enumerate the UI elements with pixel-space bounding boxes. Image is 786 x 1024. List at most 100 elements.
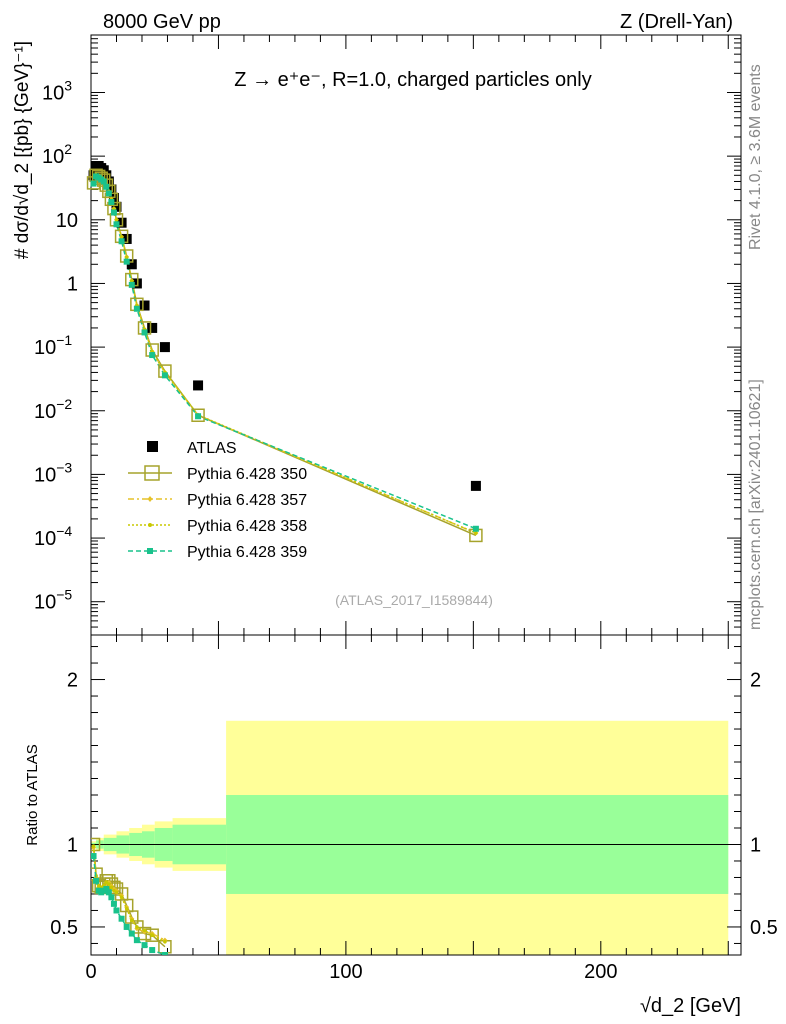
atlas-point bbox=[101, 170, 112, 181]
legend-entry-atlas: ATLAS bbox=[147, 440, 237, 457]
legend-label-atlas: ATLAS bbox=[187, 440, 237, 457]
atlas-point bbox=[139, 300, 150, 311]
ratio-y-ticks: 0.5 0.5 1 1 2 2 bbox=[50, 646, 778, 944]
p358-point bbox=[129, 279, 134, 283]
main-y-tick-label: 10−4 bbox=[34, 523, 72, 550]
p359-point bbox=[195, 413, 202, 420]
ratio-line-4 bbox=[92, 855, 166, 955]
ratio-p358-point bbox=[104, 880, 109, 885]
legend-label-357: Pythia 6.428 357 bbox=[187, 492, 307, 509]
p359-point bbox=[118, 238, 125, 245]
ratio-p359-point bbox=[103, 886, 110, 893]
main-y-tick-label: 10 bbox=[56, 210, 78, 232]
ratio-p359-point bbox=[149, 947, 156, 954]
ratio-p350-point bbox=[145, 928, 159, 942]
ratio-p359-point bbox=[91, 853, 97, 860]
main-y-tick-label: 10−2 bbox=[34, 396, 72, 423]
ratio-p358-point bbox=[107, 882, 111, 886]
p359-point bbox=[103, 183, 110, 190]
atlas-point bbox=[103, 176, 114, 187]
legend-marker-359 bbox=[147, 548, 153, 554]
p359-point bbox=[161, 372, 168, 379]
ratio-p359-point bbox=[123, 923, 130, 930]
p359-point bbox=[108, 199, 115, 206]
ratio-p358-point bbox=[135, 925, 139, 929]
header-right: Z (Drell-Yan) bbox=[620, 11, 733, 33]
main-y-tick-label: 1 bbox=[67, 273, 78, 295]
rivet-version-label: Rivet 4.1.0, ≥ 3.6M events bbox=[747, 64, 764, 250]
ratio-p358-point bbox=[112, 888, 116, 893]
legend-label-358: Pythia 6.428 358 bbox=[187, 518, 307, 535]
x-axis-label: √d_2 [GeV] bbox=[640, 995, 741, 1017]
ratio-p359-point bbox=[110, 900, 117, 907]
legend-entry-357: Pythia 6.428 357 bbox=[128, 492, 307, 509]
ratio-p358-point bbox=[96, 883, 101, 888]
ratio-p359-point bbox=[133, 937, 140, 944]
ratio-p358-point bbox=[150, 933, 154, 938]
p359-point bbox=[128, 281, 135, 288]
main-panel-frame bbox=[90, 34, 742, 636]
p359-point bbox=[123, 258, 130, 265]
legend-marker-atlas bbox=[147, 441, 158, 452]
p359-point bbox=[110, 209, 117, 216]
ratio-y-tick-label: 2 bbox=[67, 670, 78, 692]
chart-title: Z → e⁺e⁻, R=1.0, charged particles only bbox=[234, 69, 591, 91]
legend-label-350: Pythia 6.428 350 bbox=[187, 466, 307, 483]
p359-point bbox=[472, 525, 479, 532]
p359-point bbox=[149, 352, 156, 359]
ratio-p358-point bbox=[109, 885, 114, 890]
p358-point bbox=[474, 531, 478, 535]
atlas-point bbox=[147, 322, 158, 333]
reference-tag: (ATLAS_2017_I1589844) bbox=[335, 592, 493, 608]
ratio-p350-point bbox=[109, 882, 124, 896]
main-y-tick-label: 10−3 bbox=[34, 459, 72, 486]
p358-point bbox=[119, 235, 124, 239]
atlas-point bbox=[159, 342, 170, 353]
p359-point bbox=[90, 180, 97, 187]
legend-label-359: Pythia 6.428 359 bbox=[187, 544, 307, 561]
ratio-p359-point bbox=[128, 930, 135, 937]
atlas-point bbox=[193, 380, 204, 391]
atlas-point bbox=[121, 233, 132, 244]
legend: ATLAS Pythia 6.428 350 Pythia 6.428 357 … bbox=[128, 440, 307, 561]
atlas-point bbox=[116, 217, 127, 228]
legend-marker-358 bbox=[148, 523, 152, 527]
p359-point bbox=[113, 221, 120, 228]
main-y-tick-label: 10−5 bbox=[34, 587, 72, 614]
p359-point bbox=[133, 305, 140, 312]
ratio-p359-point bbox=[118, 915, 125, 922]
ratio-p358-point bbox=[114, 890, 119, 895]
p358-point bbox=[124, 255, 129, 259]
legend-marker-357 bbox=[147, 496, 153, 502]
atlas-point bbox=[106, 184, 117, 195]
ratio-p358-point bbox=[124, 907, 129, 911]
ratio-p358-point bbox=[129, 918, 134, 923]
ratio-p358-point bbox=[163, 940, 167, 944]
legend-entry-359: Pythia 6.428 359 bbox=[128, 544, 307, 561]
ratio-y-tick-label-right: 0.5 bbox=[750, 917, 778, 939]
ratio-x-tick-label: 200 bbox=[584, 961, 617, 983]
ratio-p358-point bbox=[91, 844, 96, 848]
ratio-p359-point bbox=[141, 942, 148, 949]
ratio-p358-point bbox=[119, 895, 124, 900]
p359-point bbox=[100, 178, 107, 185]
legend-entry-350: Pythia 6.428 350 bbox=[128, 465, 307, 483]
ratio-y-axis-label: Ratio to ATLAS bbox=[24, 744, 41, 845]
p359-point bbox=[105, 190, 112, 197]
main-x-ticks bbox=[90, 35, 729, 635]
ratio-p359-point bbox=[161, 952, 168, 955]
ratio-y-tick-label-right: 2 bbox=[750, 670, 761, 692]
ratio-p359-point bbox=[113, 907, 120, 914]
ratio-x-ticks: 0 100 200 bbox=[85, 635, 729, 983]
ratio-x-tick-label: 0 bbox=[85, 961, 96, 983]
main-y-tick-label: 103 bbox=[42, 77, 72, 104]
p350-point bbox=[191, 408, 205, 422]
ratio-series-group bbox=[91, 837, 172, 955]
legend-marker-350 bbox=[144, 465, 160, 481]
ratio-p359-point bbox=[93, 877, 100, 884]
mcplots-source-label: mcplots.cern.ch [arXiv:2401.10621] bbox=[747, 379, 764, 630]
atlas-point bbox=[111, 201, 122, 212]
